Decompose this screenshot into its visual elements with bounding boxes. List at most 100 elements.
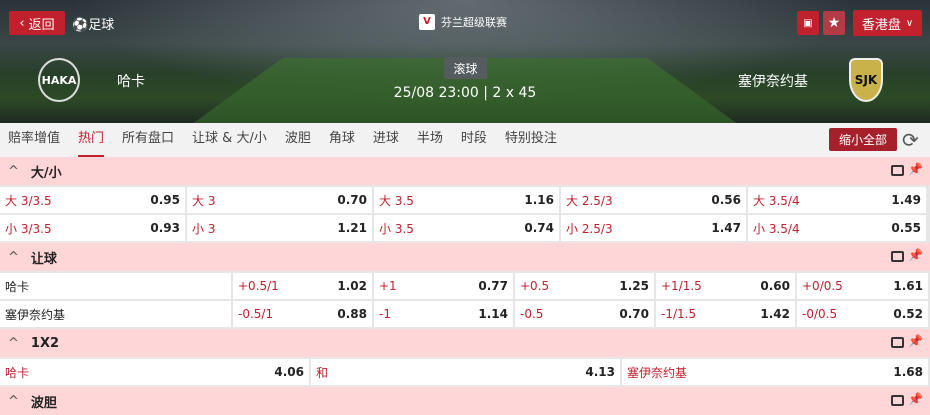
league-title: V 芬兰超级联赛 [419, 14, 507, 30]
tab-4[interactable]: 波胆 [284, 131, 311, 146]
odds-cell[interactable]: 和 4.13 [311, 359, 620, 385]
odds-value: 0.55 [891, 221, 921, 235]
odds-cell[interactable]: 大 3.5/4 1.49 [748, 187, 926, 213]
odds-cell[interactable]: 大 3 0.70 [187, 187, 372, 213]
section-header-hdp[interactable]: ^ 让球 📌 [0, 243, 930, 271]
odds-label: 大 2.5/3 [566, 193, 613, 208]
league-logo-icon: V [419, 14, 435, 30]
video-icon[interactable] [891, 251, 904, 262]
chevron-up-icon[interactable]: ^ [8, 163, 19, 179]
table-row: 哈卡 4.06 和 4.13 塞伊奈约基 1.68 [0, 359, 930, 385]
table-row: 大 3/3.5 0.95 大 3 0.70 大 3.5 1.16 大 2.5/3 0.56 大 … [0, 187, 930, 213]
odds-cell[interactable]: 小 3 1.21 [187, 215, 372, 241]
odds-cell[interactable]: 小 3/3.5 0.93 [0, 215, 185, 241]
odds-value: 1.25 [619, 279, 649, 293]
odds-cell[interactable]: +1 0.77 [374, 273, 513, 299]
chevron-up-icon[interactable]: ^ [8, 335, 19, 351]
odds-label: +1/1.5 [661, 279, 702, 293]
pin-icon[interactable]: 📌 [908, 248, 923, 262]
soccer-ball-icon: ⚽ [72, 18, 89, 33]
pin-icon[interactable]: 📌 [908, 392, 923, 406]
odds-cell[interactable]: +0.5 1.25 [515, 273, 654, 299]
table-row: 塞伊奈约基 -0.5/1 0.88 -1 1.14 -0.5 0.70 -1/1.5 1.42-… [0, 301, 930, 327]
odds-value: 1.49 [891, 193, 921, 207]
pin-icon[interactable]: 📌 [908, 334, 923, 348]
tab-8[interactable]: 时段 [460, 131, 487, 146]
odds-cell[interactable]: 哈卡 4.06 [0, 359, 309, 385]
odds-label: 小 3.5 [379, 221, 414, 236]
sport-label: ⚽足球 [72, 18, 115, 33]
table-row: 哈卡 +0.5/1 1.02 +1 0.77 +0.5 1.25 +1/1.5 0.60 +0/0… [0, 273, 930, 299]
odds-cell[interactable]: 小 3.5 0.74 [374, 215, 559, 241]
odds-label: +0/0.5 [802, 279, 843, 293]
video-icon[interactable] [891, 165, 904, 176]
chevron-up-icon[interactable]: ^ [8, 249, 19, 265]
odds-cell[interactable]: 大 3/3.5 0.95 [0, 187, 185, 213]
tab-3[interactable]: 让球 & 大/小 [192, 131, 267, 146]
odds-label: 大 3.5 [379, 193, 414, 208]
tab-2[interactable]: 所有盘口 [122, 131, 175, 146]
odds-cell[interactable]: -0/0.5 0.52 [797, 301, 928, 327]
odds-label: +1 [379, 279, 397, 293]
odds-label: -0/0.5 [802, 307, 838, 321]
video-icon[interactable] [891, 395, 904, 406]
odds-cell[interactable]: -1/1.5 1.42 [656, 301, 795, 327]
home-team-logo: HAKA [38, 58, 80, 102]
odds-value: 1.61 [893, 279, 923, 293]
odds-label: 哈卡 [5, 365, 30, 380]
odds-label: 小 3 [192, 221, 216, 236]
odds-value: 1.14 [478, 307, 508, 321]
section-header-cs[interactable]: ^ 波胆 📌 [0, 387, 930, 415]
odds-cell[interactable]: -0.5 0.70 [515, 301, 654, 327]
odds-cell[interactable]: 大 3.5 1.16 [374, 187, 559, 213]
odds-label: 小 3.5/4 [753, 221, 800, 236]
odds-label: -1/1.5 [661, 307, 697, 321]
tab-1[interactable]: 热门 [78, 123, 105, 157]
away-team-logo: SJK [849, 58, 883, 102]
odds-value: 0.74 [524, 221, 554, 235]
odds-value: 0.60 [760, 279, 790, 293]
odds-type-select[interactable]: 香港盘 ∨ [853, 10, 922, 36]
chevron-up-icon[interactable]: ^ [8, 393, 19, 409]
section-header-ou[interactable]: ^ 大/小 📌 [0, 157, 930, 185]
tab-7[interactable]: 半场 [416, 131, 443, 146]
odds-label: 小 3/3.5 [5, 221, 52, 236]
video-icon[interactable] [891, 337, 904, 348]
odds-cell[interactable]: 小 3.5/4 0.55 [748, 215, 926, 241]
pin-icon[interactable]: 📌 [908, 162, 923, 176]
team-cell: 哈卡 [0, 273, 231, 299]
star-icon[interactable]: ★ [823, 11, 845, 35]
home-team-name: 哈卡 [117, 74, 145, 90]
odds-cell[interactable]: +1/1.5 0.60 [656, 273, 795, 299]
odds-cell[interactable]: 塞伊奈约基 1.68 [622, 359, 928, 385]
odds-cell[interactable]: +0/0.5 1.61 [797, 273, 928, 299]
stats-icon[interactable]: ▣ [797, 11, 819, 35]
odds-label: 和 [316, 365, 329, 380]
odds-value: 1.02 [337, 279, 367, 293]
back-button[interactable]: ‹ 返回 [9, 11, 65, 35]
odds-label: +0.5/1 [238, 279, 279, 293]
odds-value: 0.56 [711, 193, 741, 207]
odds-cell[interactable]: -1 1.14 [374, 301, 513, 327]
tab-6[interactable]: 进球 [372, 131, 399, 146]
odds-cell[interactable]: 小 2.5/3 1.47 [561, 215, 746, 241]
live-badge: 滚球 [444, 57, 487, 79]
odds-label: 大 3/3.5 [5, 193, 52, 208]
tab-5[interactable]: 角球 [328, 131, 355, 146]
section-header-x12[interactable]: ^ 1X2 📌 [0, 329, 930, 357]
odds-cell[interactable]: +0.5/1 1.02 [233, 273, 372, 299]
odds-value: 1.42 [760, 307, 790, 321]
odds-cell[interactable]: -0.5/1 0.88 [233, 301, 372, 327]
odds-label: -0.5 [520, 307, 544, 321]
odds-value: 0.93 [150, 221, 180, 235]
odds-value: 0.52 [893, 307, 923, 321]
collapse-all-button[interactable]: 缩小全部 [829, 128, 897, 151]
odds-value: 0.88 [337, 307, 367, 321]
odds-value: 1.16 [524, 193, 554, 207]
tab-9[interactable]: 特别投注 [504, 131, 557, 146]
tab-0[interactable]: 赔率增值 [8, 131, 61, 146]
odds-cell[interactable]: 大 2.5/3 0.56 [561, 187, 746, 213]
refresh-icon[interactable]: ⟳ [902, 128, 919, 152]
market-tabs: 赔率增值 热门 所有盘口 让球 & 大/小 波胆 角球 进球 半场 时段 特别投注 缩小全部 ⟳ [0, 123, 930, 157]
odds-label: 塞伊奈约基 [627, 365, 688, 380]
